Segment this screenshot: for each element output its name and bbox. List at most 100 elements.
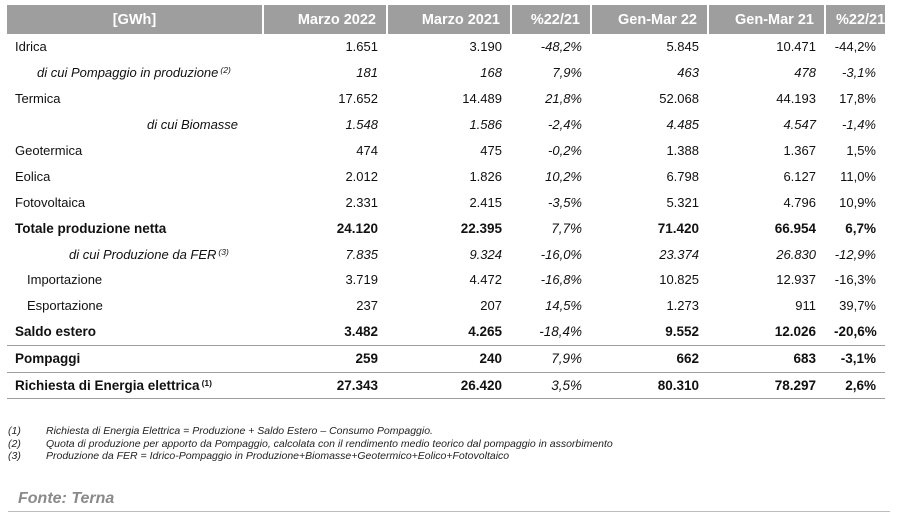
table-cell: -48,2% (540, 39, 582, 55)
table-cell: -16,0% (540, 246, 582, 262)
table-cell: 12.026 (708, 318, 825, 346)
table-row: di cui Produzione da FER (3) 7.835 9.324 -16… (7, 241, 885, 267)
footnote-ref: (1) (201, 378, 212, 389)
table-cell: 168 (480, 65, 502, 81)
table-cell: 7.835 (345, 246, 378, 262)
header-pct-ytd: %22/21 (825, 5, 885, 34)
row-label: Esportazione (7, 293, 263, 319)
table-cell: 12.937 (776, 272, 816, 288)
footnote-text: Produzione da FER = Idrico-Pompaggio in … (46, 450, 510, 462)
row-label-text: Totale produzione netta (15, 220, 167, 236)
table-cell: 662 (591, 345, 708, 373)
table-cell: 80.310 (591, 372, 708, 400)
table-cell: 1.548 (345, 117, 378, 133)
row-label-text: Eolica (15, 168, 51, 184)
table-cell: 27.343 (263, 372, 387, 400)
table-cell: 2.331 (345, 194, 378, 210)
table-cell: 7,9% (511, 345, 591, 373)
header-marzo-2022: Marzo 2022 (263, 5, 388, 34)
row-label: Geotermica (7, 138, 263, 164)
row-label-text: di cui Produzione da FER (69, 246, 217, 262)
table-cell: -2,4% (548, 117, 582, 133)
table-cell: 1,5% (846, 143, 876, 158)
table-cell: 478 (794, 65, 816, 81)
table-cell: 7,7% (551, 220, 582, 236)
table-cell: -16,3% (834, 272, 876, 288)
table-cell: 1.273 (666, 298, 699, 314)
table-cell: 11,0% (840, 168, 876, 184)
table-cell: 475 (480, 143, 502, 158)
table-cell: 26.830 (776, 246, 816, 262)
footnote-ref: (3) (218, 246, 229, 257)
row-label-text: Importazione (27, 272, 103, 288)
row-label-text: Termica (15, 91, 61, 107)
header-gen-mar-21: Gen-Mar 21 (708, 5, 826, 34)
table-cell: 10,9% (839, 194, 876, 210)
table-cell: 259 (263, 345, 387, 373)
row-label-text: Esportazione (27, 298, 103, 314)
table-cell: 22.395 (460, 220, 502, 236)
header-pct-month: %22/21 (511, 5, 592, 34)
row-label-text: Fotovoltaica (15, 194, 86, 210)
footnote: (2) Quota di produzione per apporto da P… (8, 438, 613, 451)
table-row: Idrica 1.651 3.190 -48,2% 5.845 10.471 -44,2% (7, 34, 885, 60)
row-label-text: Idrica (15, 39, 47, 55)
table-cell: 1.388 (666, 143, 699, 158)
footnote-text: Quota di produzione per apporto da Pompa… (46, 437, 613, 450)
table-row: Geotermica 474 475 -0,2% 1.388 1.367 1,5% (7, 138, 885, 164)
table-cell: -3,1% (825, 345, 885, 373)
table-cell: -3,1% (842, 65, 876, 81)
table-row: Pompaggi 259 240 7,9% 662 683 -3,1% (7, 345, 885, 373)
table-cell: 3.190 (469, 39, 502, 55)
row-label: Saldo estero (7, 318, 263, 346)
table-cell: 4.265 (387, 318, 511, 346)
table-cell: 6.798 (666, 168, 699, 184)
row-label: di cui Pompaggio in produzione (2) (7, 60, 263, 86)
header-unit: [GWh] (7, 5, 264, 34)
table-cell: 683 (708, 345, 825, 373)
table-body: Idrica 1.651 3.190 -48,2% 5.845 10.471 -44,2% d… (7, 34, 885, 400)
table-cell: 44.193 (776, 91, 816, 107)
table-cell: 66.954 (774, 220, 816, 236)
table-cell: 4.547 (783, 117, 816, 133)
table-row: di cui Biomasse 1.548 1.586 -2,4% 4.485 4.547… (7, 112, 885, 138)
table-cell: 3.482 (263, 318, 387, 346)
row-label: di cui Biomasse (7, 112, 263, 138)
table-cell: 207 (480, 298, 502, 314)
table-cell: 9.324 (469, 246, 502, 262)
table-cell: 14,5% (545, 298, 582, 314)
table-cell: 7,9% (552, 65, 582, 81)
table-row: Richiesta di Energia elettrica (1) 27.343 2… (7, 372, 885, 400)
row-label-text: di cui Pompaggio in produzione (37, 65, 219, 81)
footnote: (3) Produzione da FER = Idrico-Pompaggio… (8, 450, 613, 463)
header-gen-mar-22: Gen-Mar 22 (591, 5, 709, 34)
table-cell: 10,2% (545, 168, 582, 184)
row-label-text: Geotermica (15, 143, 83, 158)
table-cell: 71.420 (657, 220, 699, 236)
footnote-number: (1) (8, 425, 21, 437)
footnotes: (1) Richiesta di Energia Elettrica = Pro… (8, 425, 613, 463)
table-cell: 2,6% (825, 372, 885, 400)
table-row: Fotovoltaica 2.331 2.415 -3,5% 5.321 4.796 10,… (7, 189, 885, 215)
table-cell: 78.297 (708, 372, 825, 400)
table-cell: 1.651 (345, 39, 378, 55)
table-cell: 17.652 (338, 91, 378, 107)
table-cell: 911 (795, 298, 816, 314)
table-cell: 5.321 (666, 194, 699, 210)
table-cell: 463 (677, 65, 699, 81)
table-cell: 14.489 (462, 91, 502, 107)
row-label-text: Pompaggi (15, 351, 81, 367)
table-cell: 52.068 (659, 91, 699, 107)
table-row: Termica 17.652 14.489 21,8% 52.068 44.193 17,8… (7, 86, 885, 112)
source-divider (8, 511, 890, 512)
table-cell: 4.472 (469, 272, 502, 288)
table-cell: 4.796 (783, 194, 816, 210)
row-label: Fotovoltaica (7, 189, 263, 215)
table-cell: 9.552 (591, 318, 708, 346)
table-cell: 6,7% (845, 220, 876, 236)
table-cell: 39,7% (839, 298, 876, 314)
table-cell: 26.420 (387, 372, 511, 400)
table-cell: 21,8% (545, 91, 582, 107)
table-cell: 1.367 (783, 143, 816, 158)
table-cell: 4.485 (666, 117, 699, 133)
